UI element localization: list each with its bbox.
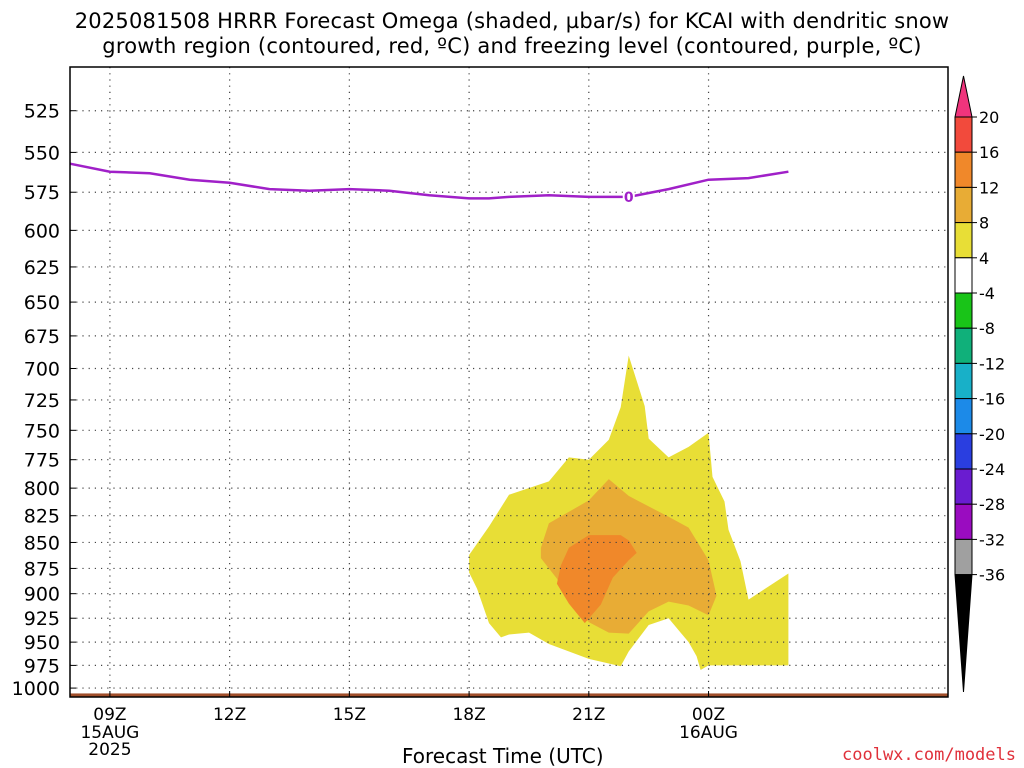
omega-shade-12-16 [556, 535, 637, 624]
y-tick-label-900: 900 [24, 584, 60, 606]
chart-title-line2: growth region (contoured, red, ºC) and f… [102, 34, 922, 58]
freezing-level-label: 0 [624, 190, 634, 206]
x-tick-date-00Z: 16AUG [679, 723, 738, 743]
colorbar-label-20: 20 [979, 108, 999, 127]
y-tick-label-950: 950 [24, 632, 60, 654]
y-tick-label-875: 875 [24, 558, 60, 580]
y-tick-label-975: 975 [24, 655, 60, 677]
y-tick-label-750: 750 [24, 420, 60, 442]
x-axis-title: Forecast Time (UTC) [402, 744, 604, 768]
colorbar-segment-3 [954, 186, 973, 224]
colorbar-label--16: -16 [979, 390, 1005, 409]
y-tick-label-625: 625 [24, 257, 60, 279]
y-tick-label-925: 925 [24, 608, 60, 630]
freezing-level-label-bg [622, 188, 635, 204]
x-tick-label-12Z: 12Z [213, 705, 246, 725]
colorbar-label-16: 16 [979, 143, 999, 162]
y-tick-label-525: 525 [24, 101, 60, 123]
plot-frame [69, 66, 949, 698]
chart-title-line1: 2025081508 HRRR Forecast Omega (shaded, … [74, 9, 950, 33]
y-tick-label-775: 775 [24, 450, 60, 472]
y-tick-label-675: 675 [24, 326, 60, 348]
y-tick-label-800: 800 [24, 478, 60, 500]
colorbar-segment-8 [954, 362, 973, 400]
colorbar-segment-9 [954, 398, 973, 435]
colorbar-segment-7 [954, 327, 973, 364]
x-tick-date-09Z: 15AUG [80, 723, 139, 743]
colorbar-label-12: 12 [979, 178, 999, 197]
credit-text: coolwx.com/models [842, 745, 1016, 765]
y-tick-label-725: 725 [24, 390, 60, 412]
colorbar-label--20: -20 [979, 425, 1005, 444]
colorbar-label--32: -32 [979, 530, 1005, 549]
colorbar-label--28: -28 [979, 495, 1005, 514]
colorbar-label--4: -4 [979, 284, 995, 303]
colorbar-bottom-arrow [954, 574, 973, 693]
colorbar-segment-4 [954, 222, 973, 259]
y-tick-label-825: 825 [24, 506, 60, 528]
colorbar-segment-2 [954, 151, 973, 188]
colorbar-segment-12 [954, 503, 973, 540]
x-tick-label-00Z: 00Z [692, 705, 725, 725]
freezing-level-line [69, 162, 789, 200]
colorbar-label--36: -36 [979, 566, 1005, 585]
colorbar-segment-11 [954, 468, 973, 505]
colorbar-segment-6 [954, 292, 973, 329]
x-tick-label-18Z: 18Z [452, 705, 485, 725]
x-tick-year-09Z: 2025 [88, 740, 131, 760]
surface-terrain-strip [70, 693, 948, 697]
colorbar-label--24: -24 [979, 460, 1005, 479]
colorbar-label--8: -8 [979, 319, 995, 338]
colorbar-segment-1 [954, 116, 973, 153]
y-tick-label-700: 700 [24, 358, 60, 380]
colorbar-segment-10 [954, 433, 973, 470]
y-tick-label-850: 850 [24, 532, 60, 554]
y-tick-label-600: 600 [24, 220, 60, 242]
x-tick-label-09Z: 09Z [93, 705, 126, 725]
x-tick-label-21Z: 21Z [572, 705, 605, 725]
colorbar-top-arrow [954, 75, 973, 118]
y-tick-label-650: 650 [24, 292, 60, 314]
y-tick-label-575: 575 [24, 182, 60, 204]
colorbar-label-4: 4 [979, 249, 989, 268]
colorbar-segment-5 [954, 257, 973, 294]
y-tick-label-550: 550 [24, 142, 60, 164]
colorbar-label-8: 8 [979, 214, 989, 233]
y-tick-label-1000: 1000 [12, 678, 60, 700]
colorbar-segment-13 [954, 538, 973, 576]
x-tick-label-15Z: 15Z [333, 705, 366, 725]
colorbar-label--12: -12 [979, 354, 1005, 373]
